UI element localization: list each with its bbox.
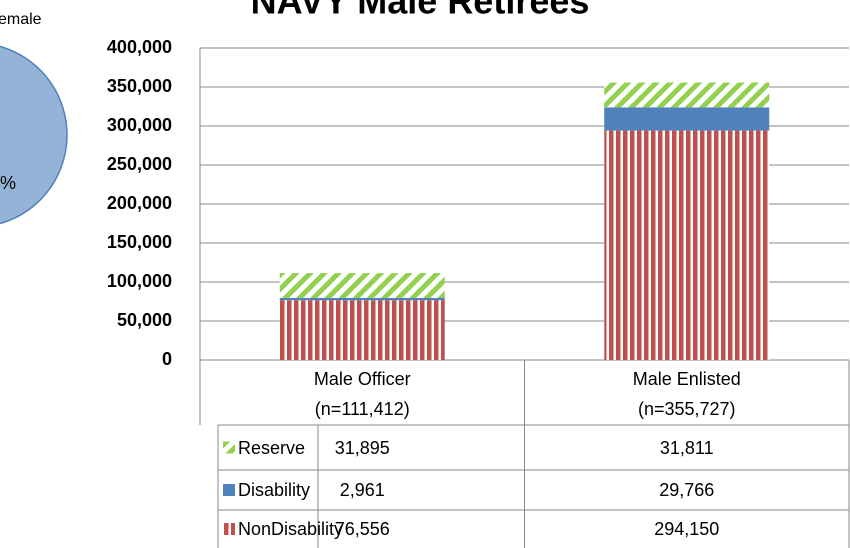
legend-swatch: [223, 441, 235, 454]
inset-text: emale: [0, 11, 42, 28]
y-tick-label: 300,000: [107, 115, 172, 135]
y-tick-label: 100,000: [107, 271, 172, 291]
chart-title: NAVY Male Retirees: [251, 0, 590, 22]
y-tick-label: 200,000: [107, 193, 172, 213]
y-tick-label: 150,000: [107, 232, 172, 252]
legend-label: Disability: [238, 480, 311, 500]
pie-fragment: [0, 45, 68, 225]
value-label: 31,895: [334, 437, 390, 458]
legend-swatch: [223, 523, 235, 535]
y-tick-label: 350,000: [107, 76, 172, 96]
bar-segment: [604, 82, 770, 108]
value-label: 76,556: [334, 519, 390, 539]
value-label: 29,766: [659, 480, 715, 500]
legend-label: Reserve: [238, 437, 306, 458]
y-tick-label: 0: [162, 349, 172, 369]
bar-segment: [604, 130, 770, 360]
value-label: 294,150: [654, 519, 720, 539]
category-label: Male Enlisted (n=355,727): [632, 369, 741, 419]
bar-segment: [604, 107, 770, 131]
inset-text: %: [0, 173, 16, 193]
category-label: Male Officer (n=111,412): [313, 369, 411, 419]
y-tick-label: 50,000: [117, 310, 172, 330]
legend-label: NonDisability: [238, 519, 344, 539]
value-label: 31,811: [659, 437, 714, 458]
legend-swatch: [223, 484, 235, 496]
bar-segment: [279, 300, 445, 360]
bar-segment: [279, 297, 445, 301]
y-tick-label: 250,000: [107, 154, 172, 174]
bar-segment: [279, 273, 445, 298]
y-tick-label: 400,000: [107, 37, 172, 57]
value-label: 2,961: [339, 480, 385, 500]
